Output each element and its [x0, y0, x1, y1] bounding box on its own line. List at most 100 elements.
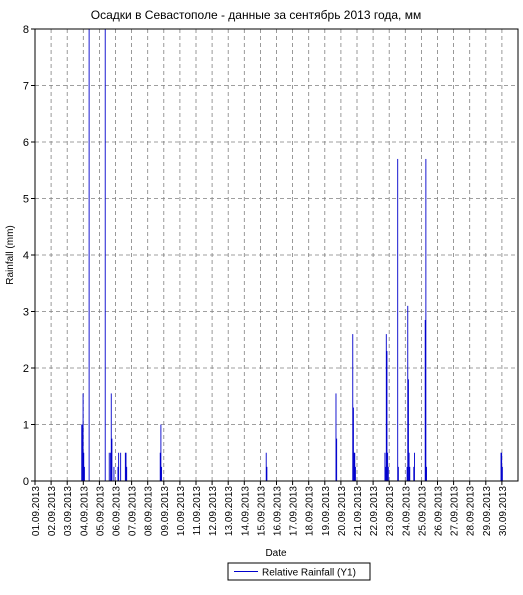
rainfall-bar [500, 452, 502, 481]
rainfall-bar [111, 438, 113, 481]
x-tick-label: 18.09.2013 [305, 486, 316, 536]
rainfall-bar [124, 452, 126, 481]
rainfall-bar [354, 466, 356, 481]
x-tick-label: 19.09.2013 [321, 486, 332, 536]
rainfall-bar [108, 452, 110, 481]
y-tick-label: 0 [23, 476, 29, 488]
rainfall-bar [387, 466, 389, 481]
x-tick-label: 25.09.2013 [417, 486, 428, 536]
rainfall-bar [501, 466, 503, 481]
y-tick-label: 2 [23, 363, 29, 375]
rainfall-bar [113, 466, 115, 481]
x-tick-label: 26.09.2013 [434, 486, 445, 536]
rainfall-bar [426, 466, 427, 481]
y-tick-label: 6 [23, 137, 29, 149]
rainfall-bar [397, 466, 399, 481]
y-axis-label: Rainfall (mm) [5, 225, 16, 284]
x-tick-label: 01.09.2013 [31, 486, 42, 536]
y-tick-label: 7 [23, 81, 29, 93]
legend-box [227, 562, 371, 581]
x-tick-label: 30.09.2013 [498, 486, 509, 536]
x-axis-ticks: 01.09.2013 02.09.2013 03.09.2013 04.09.2013… [31, 481, 509, 536]
x-tick-label: 05.09.2013 [95, 486, 106, 536]
x-tick-label: 22.09.2013 [369, 486, 380, 536]
rainfall-bar [407, 305, 409, 481]
rainfall-bar [161, 466, 163, 481]
rainfall-bar [118, 452, 120, 481]
rainfall-bar [83, 466, 85, 481]
chart-title: Осадки в Севастополе - данные за сентябр… [91, 8, 421, 22]
rainfall-bar [409, 466, 411, 481]
x-tick-label: 13.09.2013 [224, 486, 235, 536]
rainfall-bar [265, 452, 267, 481]
rainfall-bar [88, 29, 90, 481]
rainfall-bar [110, 452, 112, 481]
x-tick-label: 27.09.2013 [450, 486, 461, 536]
rainfall-bar [81, 424, 83, 481]
y-axis-ticks: 0 1 2 3 4 5 6 7 8 [23, 24, 35, 488]
legend-label: Relative Rainfall (Y1) [262, 568, 356, 579]
rainfall-bar [125, 452, 127, 481]
rainfall-bar [335, 393, 337, 481]
x-axis-label: Date [265, 548, 287, 559]
rainfall-bar [407, 379, 409, 481]
rainfall-bar [82, 393, 84, 481]
x-tick-label: 14.09.2013 [240, 486, 251, 536]
rainfall-bar [408, 452, 410, 481]
rainfall-bar [266, 466, 268, 481]
rainfall-bar [117, 466, 119, 481]
x-tick-label: 02.09.2013 [47, 486, 58, 536]
rainfall-bar [406, 466, 408, 481]
rainfall-bar [126, 466, 128, 481]
x-tick-label: 06.09.2013 [112, 486, 123, 536]
rainfall-bar [385, 466, 387, 481]
rainfall-bar [501, 452, 503, 481]
rainfall-bar [104, 29, 106, 481]
rainfall-bar [413, 466, 415, 481]
rainfall-bar [414, 452, 415, 481]
x-tick-label: 24.09.2013 [401, 486, 412, 536]
x-tick-label: 12.09.2013 [208, 486, 219, 536]
x-tick-label: 20.09.2013 [337, 486, 348, 536]
x-tick-label: 17.09.2013 [289, 486, 300, 536]
rainfall-bar [336, 438, 338, 481]
y-tick-label: 1 [23, 420, 29, 432]
x-tick-label: 11.09.2013 [192, 486, 203, 536]
rainfall-bar [354, 452, 356, 481]
rainfall-bar [425, 158, 427, 481]
grid-lines [35, 29, 518, 481]
y-tick-label: 3 [23, 307, 29, 319]
x-tick-label: 09.09.2013 [160, 486, 171, 536]
rainfall-bar [81, 424, 83, 481]
rainfall-bar [353, 452, 355, 481]
rainfall-bar [397, 158, 399, 481]
x-tick-label: 04.09.2013 [79, 486, 90, 536]
rainfall-bar [120, 452, 122, 481]
rainfall-bar [384, 452, 386, 481]
x-tick-label: 10.09.2013 [176, 486, 187, 536]
bar-series [81, 29, 503, 481]
x-tick-label: 28.09.2013 [466, 486, 477, 536]
y-tick-label: 4 [23, 250, 29, 262]
rainfall-bar [83, 452, 85, 481]
rainfall-bar [110, 393, 112, 481]
x-tick-label: 29.09.2013 [482, 486, 493, 536]
legend: Relative Rainfall (Y1) [227, 562, 371, 581]
y-tick-label: 8 [23, 24, 29, 36]
rainfall-bar [352, 334, 354, 481]
rainfall-bar [385, 334, 387, 481]
x-tick-label: 15.09.2013 [256, 486, 267, 536]
x-tick-label: 21.09.2013 [353, 486, 364, 536]
x-tick-label: 23.09.2013 [385, 486, 396, 536]
y-tick-label: 5 [23, 194, 29, 206]
x-tick-label: 16.09.2013 [273, 486, 284, 536]
rainfall-bar [160, 424, 162, 481]
rainfall-bar [159, 452, 161, 481]
rainfall-bar [352, 407, 354, 481]
x-tick-label: 03.09.2013 [63, 486, 74, 536]
rainfall-bar [387, 452, 389, 481]
x-tick-label: 08.09.2013 [144, 486, 155, 536]
rainfall-bar [424, 319, 426, 481]
